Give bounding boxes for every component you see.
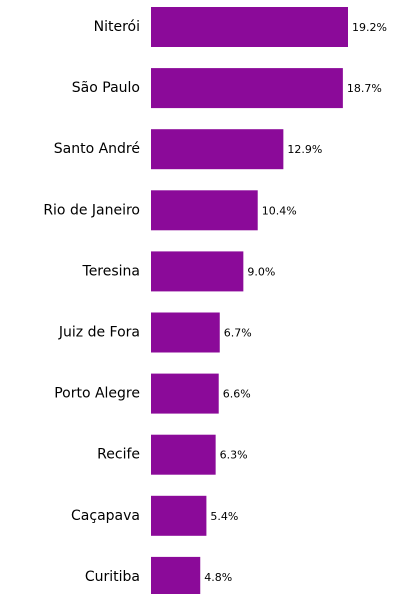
category-label: Juiz de Fora bbox=[58, 325, 140, 341]
category-label: Santo André bbox=[54, 141, 140, 157]
value-label: 10.4% bbox=[262, 204, 297, 217]
category-label: Caçapava bbox=[71, 508, 140, 524]
category-label: Porto Alegre bbox=[54, 386, 140, 402]
bar bbox=[151, 495, 207, 536]
bar bbox=[151, 190, 258, 231]
category-label: Niterói bbox=[94, 19, 140, 35]
value-label: 6.7% bbox=[224, 327, 252, 340]
category-label: Teresina bbox=[82, 263, 140, 279]
value-label: 9.0% bbox=[247, 265, 275, 278]
bar bbox=[151, 434, 216, 475]
category-label: Recife bbox=[97, 447, 140, 463]
value-label: 5.4% bbox=[210, 510, 238, 523]
value-label: 6.6% bbox=[223, 388, 251, 401]
value-label: 12.9% bbox=[287, 143, 322, 156]
value-label: 19.2% bbox=[352, 21, 387, 34]
bar bbox=[151, 7, 348, 47]
category-label: Curitiba bbox=[85, 569, 140, 585]
bar bbox=[151, 251, 244, 292]
category-label: Rio de Janeiro bbox=[43, 202, 140, 218]
bar bbox=[151, 373, 219, 414]
bar bbox=[151, 312, 220, 353]
category-label: São Paulo bbox=[72, 80, 140, 96]
value-label: 18.7% bbox=[347, 82, 382, 95]
value-label: 6.3% bbox=[220, 449, 248, 462]
bar bbox=[151, 556, 201, 594]
bar bbox=[151, 129, 284, 170]
bar bbox=[151, 68, 343, 109]
value-label: 4.8% bbox=[204, 571, 232, 584]
